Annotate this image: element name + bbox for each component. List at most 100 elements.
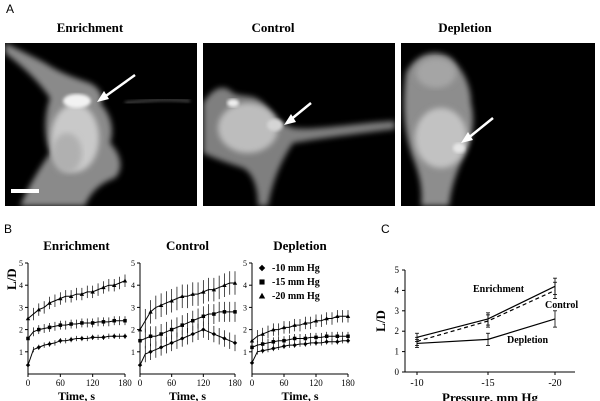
data-point xyxy=(112,283,117,287)
data-point xyxy=(258,292,266,299)
scale-bar xyxy=(11,189,39,193)
data-point xyxy=(36,345,41,350)
data-point xyxy=(169,340,174,346)
data-point xyxy=(79,336,85,341)
data-point xyxy=(249,338,255,343)
y-tick-label: 3 xyxy=(395,306,400,316)
y-tick-label: 5 xyxy=(243,259,247,268)
x-axis-label: Time, s xyxy=(169,389,206,401)
x-tick-label: -15 xyxy=(481,378,494,389)
data-point xyxy=(324,339,329,345)
data-point xyxy=(159,332,163,336)
panel-b-letter: B xyxy=(4,222,13,236)
y-tick-label: 5 xyxy=(19,259,23,268)
data-point xyxy=(58,296,63,301)
data-point xyxy=(233,310,237,314)
data-point xyxy=(180,294,185,299)
x-tick-label: 120 xyxy=(86,378,100,388)
data-point xyxy=(101,285,106,290)
legend-label: -20 mm Hg xyxy=(272,291,320,302)
y-tick-label: 5 xyxy=(131,259,135,268)
data-point xyxy=(232,280,238,285)
x-tick-label: 0 xyxy=(26,378,31,388)
data-point xyxy=(190,331,195,337)
x-axis-label: Time, s xyxy=(58,389,95,401)
data-point xyxy=(282,338,286,343)
data-point xyxy=(313,340,319,346)
data-point xyxy=(303,336,308,341)
data-point xyxy=(313,318,319,323)
y-tick-label: 2 xyxy=(19,326,23,335)
data-point xyxy=(258,264,266,272)
data-point xyxy=(250,345,254,350)
arrow-indicator xyxy=(466,117,494,140)
micrograph-depletion xyxy=(401,43,595,206)
data-point xyxy=(211,287,217,292)
y-tick-label: 1 xyxy=(131,348,135,357)
y-tick-label: 5 xyxy=(395,265,400,275)
data-point xyxy=(260,348,265,353)
subplot-control: Control 1 2 3 4 5 0 60 120 180 Time, s xyxy=(131,238,242,401)
data-point xyxy=(345,338,351,343)
data-point xyxy=(112,334,117,339)
y-tick-label: 1 xyxy=(395,347,400,357)
data-point xyxy=(292,322,297,327)
data-point xyxy=(281,344,287,349)
y-tick-label: 3 xyxy=(131,303,135,312)
y-tick-label: 2 xyxy=(395,326,400,336)
data-point xyxy=(314,335,318,340)
data-point xyxy=(90,289,95,294)
data-point xyxy=(222,283,227,287)
data-point xyxy=(36,307,41,312)
x-tick-label: 60 xyxy=(56,378,66,388)
y-tick-label: 3 xyxy=(19,303,23,312)
data-point xyxy=(90,321,95,325)
data-point xyxy=(211,331,217,337)
legend-label: -10 mm Hg xyxy=(272,263,320,274)
data-point xyxy=(138,338,142,343)
x-tick-label: 0 xyxy=(250,378,255,388)
data-point xyxy=(335,314,340,319)
data-point xyxy=(222,336,227,341)
x-tick-label: 0 xyxy=(138,378,143,388)
x-tick-label: 120 xyxy=(309,378,323,388)
y-tick-label: 2 xyxy=(243,326,247,335)
data-point xyxy=(137,362,143,368)
data-point xyxy=(122,278,128,283)
panel-a-letter: A xyxy=(6,2,15,16)
data-point xyxy=(148,349,153,354)
x-axis-label: Time, s xyxy=(281,389,318,401)
y-tick-label: 0 xyxy=(395,367,400,377)
image-title-control: Control xyxy=(251,20,295,35)
subplot-depletion: Depletion 1 2 3 4 5 0 60 120 180 Time, s xyxy=(243,238,355,401)
legend: -10 mm Hg -15 mm Hg -20 mm Hg xyxy=(258,263,320,302)
y-tick-label: 1 xyxy=(19,348,23,357)
data-point xyxy=(201,327,206,332)
x-tick-label: 120 xyxy=(197,378,211,388)
data-point xyxy=(335,339,340,345)
subplot-title: Enrichment xyxy=(43,238,110,253)
data-point xyxy=(271,327,276,332)
data-point xyxy=(112,318,116,323)
data-point xyxy=(58,338,63,343)
data-point xyxy=(271,340,276,344)
legend-label: -15 mm Hg xyxy=(272,277,320,288)
micrograph-control xyxy=(203,43,395,206)
data-point xyxy=(123,318,127,323)
x-tick-label: -10 xyxy=(410,378,423,389)
data-point xyxy=(137,327,143,332)
data-point xyxy=(190,291,195,296)
data-point xyxy=(47,300,52,305)
data-point xyxy=(249,360,255,366)
y-tick-label: 4 xyxy=(131,281,135,290)
data-point xyxy=(201,289,206,294)
data-point xyxy=(148,334,153,339)
subplot-enrichment: Enrichment 1 2 3 4 5 0 60 120 180 Time, s xyxy=(19,238,132,401)
x-tick-label: 180 xyxy=(228,378,242,388)
data-point xyxy=(260,342,265,346)
data-point xyxy=(158,302,164,307)
curve-label: Depletion xyxy=(507,335,549,346)
data-point xyxy=(148,309,153,314)
data-point xyxy=(201,314,206,319)
